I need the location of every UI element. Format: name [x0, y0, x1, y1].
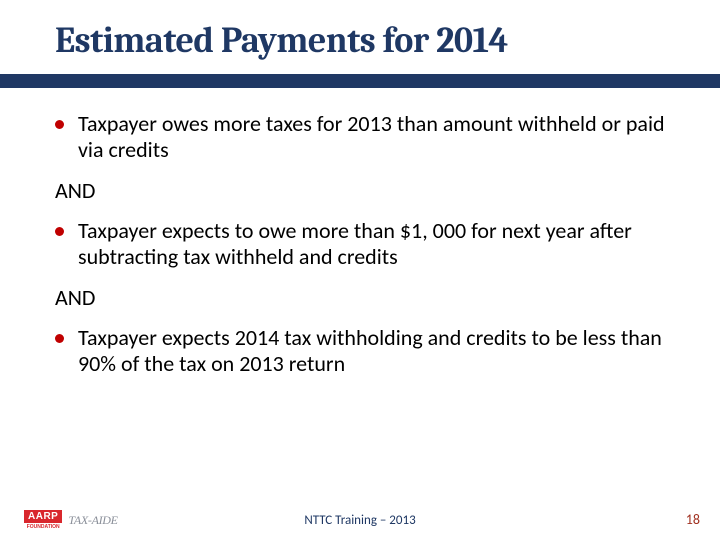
- title-rule: [0, 74, 720, 88]
- page-number: 18: [686, 511, 700, 528]
- bullet-text: Taxpayer owes more taxes for 2013 than a…: [78, 111, 665, 163]
- bullet-dot-icon: [55, 227, 64, 236]
- bullet-dot-icon: [55, 334, 64, 343]
- taxaide-label: TAX-AIDE: [68, 513, 117, 528]
- bullet-item: Taxpayer expects 2014 tax withholding an…: [55, 325, 665, 377]
- slide-title: Estimated Payments for 2014: [55, 20, 665, 61]
- connector-text: AND: [55, 284, 665, 311]
- bullet-dot-icon: [55, 120, 64, 129]
- bullet-item: Taxpayer expects to owe more than $1, 00…: [55, 218, 665, 270]
- bullet-text: Taxpayer expects 2014 tax withholding an…: [78, 325, 665, 377]
- aarp-logo-subtext: FOUNDATION: [24, 524, 62, 530]
- slide: Estimated Payments for 2014 Taxpayer owe…: [0, 0, 720, 540]
- aarp-logo-text: AARP: [24, 510, 62, 523]
- footer-logo: AARP FOUNDATION TAX-AIDE: [24, 510, 118, 530]
- bullet-item: Taxpayer owes more taxes for 2013 than a…: [55, 111, 665, 163]
- slide-content: Taxpayer owes more taxes for 2013 than a…: [55, 111, 665, 377]
- connector-text: AND: [55, 177, 665, 204]
- aarp-logo: AARP FOUNDATION: [24, 510, 62, 530]
- footer-center-text: NTTC Training – 2013: [304, 513, 415, 528]
- slide-footer: AARP FOUNDATION TAX-AIDE NTTC Training –…: [0, 496, 720, 540]
- bullet-text: Taxpayer expects to owe more than $1, 00…: [78, 218, 665, 270]
